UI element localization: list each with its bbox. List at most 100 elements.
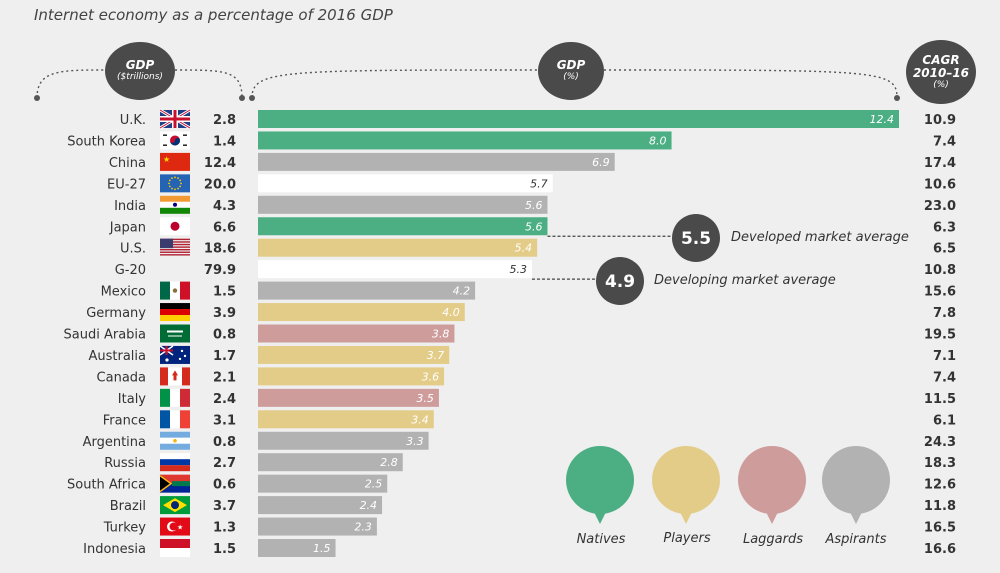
cagr-value: 10.8 xyxy=(924,263,956,278)
table-row xyxy=(160,324,190,343)
south-africa-flag xyxy=(159,474,190,493)
gdp-value: 4.3 xyxy=(213,199,236,214)
cagr-value: 17.4 xyxy=(924,156,956,171)
table-row xyxy=(160,496,190,515)
flag-part xyxy=(168,179,171,182)
gdp-value: 1.7 xyxy=(213,349,236,364)
flag-part xyxy=(160,349,173,352)
bar-value-label: 5.7 xyxy=(530,177,548,190)
table-row xyxy=(160,174,190,193)
flag-part xyxy=(160,474,172,493)
italy-flag xyxy=(160,388,190,407)
cagr-value: 10.6 xyxy=(924,177,956,192)
us-flag xyxy=(160,238,190,256)
cagr-value: 16.5 xyxy=(924,521,956,536)
flag-part xyxy=(170,410,180,429)
gdp-pct-header-line2: (%) xyxy=(563,72,579,82)
flag-part xyxy=(183,134,187,136)
gdp-value: 3.9 xyxy=(213,306,236,321)
flag-part xyxy=(171,187,173,190)
flag-part xyxy=(171,177,173,180)
cagr-value: 15.6 xyxy=(924,285,956,300)
table-row xyxy=(160,410,190,429)
bar-value-label: 5.3 xyxy=(509,263,527,276)
gdp-value: 2.4 xyxy=(213,392,236,407)
flag-part xyxy=(160,251,190,253)
developed-average-label: Developed market average xyxy=(731,230,909,245)
country-label: Argentina xyxy=(83,435,146,450)
flag-part xyxy=(160,238,190,241)
flag-part xyxy=(180,281,190,300)
flag-part xyxy=(179,179,182,182)
table-row xyxy=(160,238,190,256)
flag-part xyxy=(173,438,177,443)
flag-part xyxy=(177,177,179,180)
flag-part xyxy=(160,281,170,300)
bar xyxy=(258,453,403,472)
cagr-value: 7.1 xyxy=(933,349,956,364)
bar xyxy=(258,195,548,214)
cagr-value: 11.8 xyxy=(924,499,956,514)
flag-part xyxy=(160,303,190,310)
gdp-value: 0.8 xyxy=(213,435,236,450)
country-label: EU-27 xyxy=(107,177,146,192)
flag-part xyxy=(179,185,182,188)
bar-value-label: 4.2 xyxy=(453,285,471,298)
gdp-pct-header-line1: GDP xyxy=(556,58,586,72)
bar xyxy=(258,174,553,193)
france-flag xyxy=(160,410,190,429)
flag-part xyxy=(168,335,182,337)
bar-value-label: 4.0 xyxy=(442,306,460,319)
bar xyxy=(258,431,429,450)
gdp-value: 1.5 xyxy=(213,285,236,300)
gdp-trillions-header: GDP ($trillions) xyxy=(105,42,175,100)
flag-part xyxy=(160,367,168,386)
bar-value-label: 2.5 xyxy=(365,478,383,491)
flag-part xyxy=(160,453,190,460)
australia-flag xyxy=(159,345,190,364)
flag-part xyxy=(180,388,190,407)
table-row xyxy=(160,367,190,386)
country-label: South Korea xyxy=(67,134,146,149)
flag-part xyxy=(160,459,190,466)
gdp-value: 1.3 xyxy=(213,521,236,536)
bar xyxy=(258,260,532,279)
country-label: U.S. xyxy=(120,242,146,257)
flag-part xyxy=(163,134,167,136)
legend-players-swatch xyxy=(652,446,720,514)
flag-part xyxy=(182,367,190,386)
flag-part xyxy=(160,465,190,472)
indonesia-flag xyxy=(160,539,190,557)
flag-star: ★ xyxy=(163,155,170,164)
cagr-value: 16.6 xyxy=(924,542,956,557)
turkey-flag xyxy=(160,517,190,536)
gdp-value: 3.7 xyxy=(213,499,236,514)
gdp-value: 2.1 xyxy=(213,370,236,385)
bar-value-label: 3.4 xyxy=(411,413,429,426)
cagr-value: 23.0 xyxy=(924,199,956,214)
table-row xyxy=(160,281,190,300)
legend-aspirants-label: Aspirants xyxy=(825,532,887,547)
india-flag xyxy=(160,195,190,214)
flag-part xyxy=(159,475,173,493)
germany-flag xyxy=(160,303,190,322)
gdp-value: 2.7 xyxy=(213,456,236,471)
country-label: Canada xyxy=(97,370,146,385)
russia-flag xyxy=(160,453,190,472)
flag-part xyxy=(183,354,187,358)
bar-value-label: 3.6 xyxy=(422,370,440,383)
gdp-value: 1.5 xyxy=(213,542,236,557)
japan-flag xyxy=(160,217,190,236)
table-row xyxy=(160,517,190,536)
table-row xyxy=(160,539,190,557)
flag-part xyxy=(160,443,190,450)
cagr-value: 6.1 xyxy=(933,413,956,428)
flag-part xyxy=(160,243,190,246)
flag-part xyxy=(173,202,177,207)
flag-part xyxy=(160,117,190,121)
gdp-value: 20.0 xyxy=(204,177,236,192)
cagr-value: 7.4 xyxy=(933,370,956,385)
bar-value-label: 2.4 xyxy=(360,499,378,512)
gdp-value: 3.1 xyxy=(213,413,236,428)
table-row xyxy=(160,152,190,171)
